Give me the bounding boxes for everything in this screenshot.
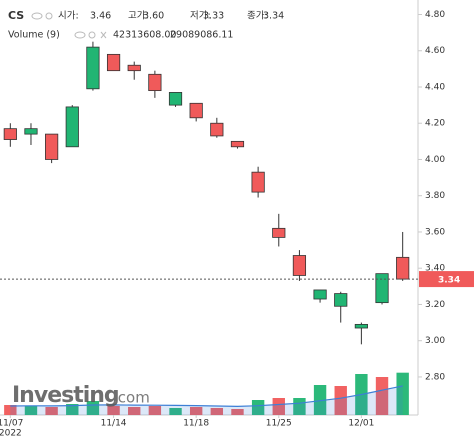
y-tick-label: 3.40: [425, 264, 445, 274]
y-tick-label: 3.80: [425, 191, 445, 201]
volume-bar: [396, 372, 409, 415]
volume-bar: [169, 408, 182, 415]
ohlc-value: 3.60: [143, 11, 164, 22]
ohlc-legend: 시가: 3.46 고가:3.60 저가:3.33 종가:3.34: [58, 11, 284, 22]
candle-body: [86, 46, 100, 90]
last-price-tag: [419, 271, 474, 288]
y-tick-label: 3.60: [425, 227, 445, 237]
y-tick-label: 3.00: [425, 336, 445, 346]
symbol: CS: [8, 9, 24, 22]
volume-bar: [251, 400, 265, 415]
x-tick-label: 11/14: [101, 419, 127, 429]
volume-bar: [334, 386, 347, 415]
volume-bar: [375, 377, 389, 415]
ohlc-label: 시가:: [58, 11, 79, 22]
candle-body: [45, 133, 59, 160]
x-tick-label: 12/01: [348, 419, 374, 429]
logo-text: Investing: [12, 383, 119, 408]
volume-bar: [107, 406, 120, 415]
volume-icons[interactable]: [74, 31, 107, 39]
candle-body: [106, 53, 121, 72]
price-pane: 2.80 3.00 3.20 3.40 3.60 3.80 4.00 4.20 4.40 4.60…: [0, 10, 474, 439]
candle-body: [127, 64, 141, 72]
candle-body: [272, 227, 286, 238]
y-tick-label: 2.80: [425, 372, 445, 382]
y-tick-label: 4.00: [425, 155, 445, 165]
logo: Investing .com: [12, 383, 150, 408]
y-tick-label: 4.80: [425, 10, 445, 20]
ohlc-label: 종가:: [247, 11, 268, 22]
year-label: 2022: [0, 429, 22, 439]
volume-ma-value: 29089086.11: [170, 30, 233, 41]
ohlc-value: 3.34: [263, 11, 284, 22]
candle-body: [354, 323, 368, 329]
candle-body: [189, 102, 203, 119]
y-tick-label: 4.20: [425, 119, 445, 129]
x-tick-label: 11/18: [183, 419, 209, 429]
volume-value: 42313608.00: [113, 30, 176, 41]
volume-bar: [66, 404, 79, 415]
volume-bar: [128, 407, 141, 415]
volume-bar: [210, 408, 224, 415]
volume-pane: [4, 372, 409, 415]
candle-body: [375, 273, 389, 304]
logo-suffix: .com: [113, 389, 150, 407]
candle-body: [168, 92, 183, 106]
volume-bar: [4, 405, 17, 415]
y-tick-label: 3.20: [425, 300, 445, 310]
header-icons[interactable]: [31, 12, 53, 20]
candle-body: [396, 256, 410, 280]
volume-label: Volume (9): [8, 30, 60, 41]
volume-bar: [313, 385, 327, 415]
x-tick-label: 11/25: [266, 419, 292, 429]
x-tick-label: 11/07: [0, 419, 23, 429]
volume-bar: [148, 406, 162, 415]
ohlc-label: 고가:: [128, 11, 149, 22]
ohlc-label: 저가:: [190, 11, 211, 22]
candle-body: [313, 289, 327, 300]
candle-body: [3, 128, 17, 140]
candle-body: [148, 73, 162, 92]
volume-bar: [272, 398, 285, 415]
volume-bar: [45, 407, 58, 415]
volume-bar: [24, 406, 38, 415]
volume-ma-area: [10, 385, 403, 415]
volume-ma-line: [10, 385, 403, 408]
candle-body: [251, 171, 265, 193]
ohlc-value: 3.33: [203, 11, 224, 22]
candle-body: [292, 255, 307, 276]
y-tick-label: 4.40: [425, 82, 445, 92]
ohlc-value: 3.46: [90, 11, 111, 22]
volume-bar: [189, 407, 203, 415]
candle-body: [65, 106, 79, 148]
y-tick-label: 4.60: [425, 46, 445, 56]
last-price-label: 3.34: [438, 276, 460, 286]
candle-body: [24, 128, 38, 135]
candle-body: [334, 293, 348, 307]
candle-body: [230, 140, 245, 148]
candle-body: [210, 122, 224, 137]
volume-bar: [231, 409, 244, 415]
